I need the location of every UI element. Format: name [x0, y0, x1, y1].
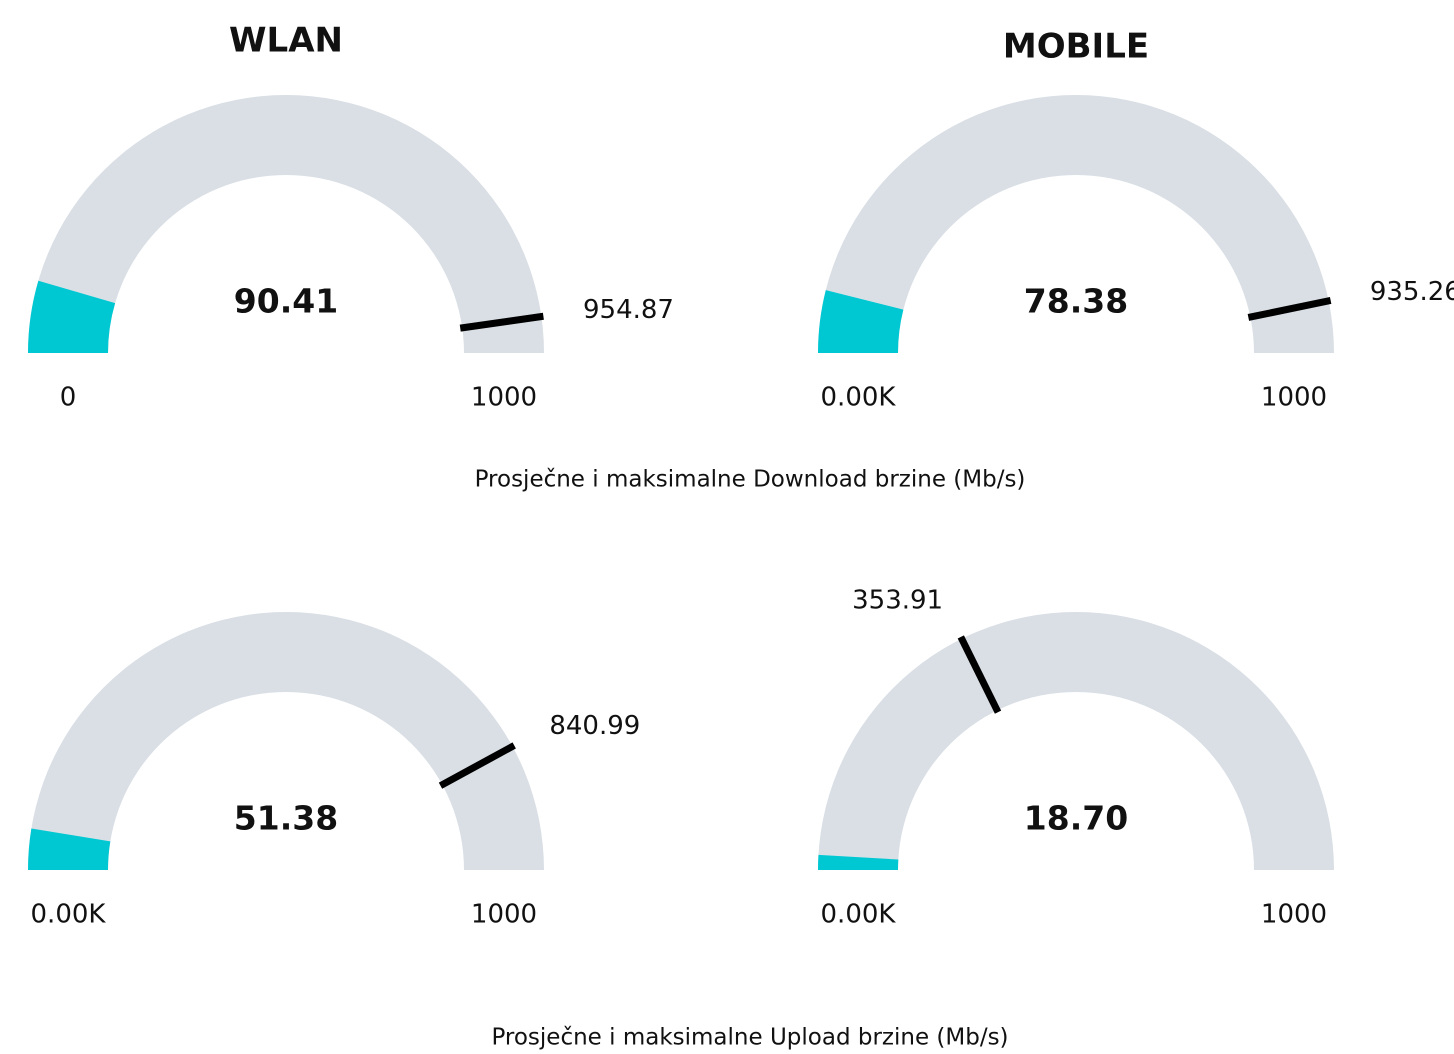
- min-label: 0.00K: [31, 900, 107, 930]
- value-label: 18.70: [1024, 799, 1128, 838]
- caption: Prosječne i maksimalne Download brzine (…: [475, 467, 1026, 493]
- gauge-track: [28, 612, 544, 870]
- gauge-value: [28, 828, 111, 870]
- gauge-value: [818, 290, 904, 353]
- gauge-track: [28, 95, 544, 353]
- min-label: 0.00K: [821, 383, 897, 413]
- value-label: 51.38: [234, 799, 338, 838]
- gauge-marker: [1247, 297, 1332, 321]
- max-label: 1000: [1261, 900, 1327, 930]
- marker-label: 353.91: [852, 586, 943, 616]
- gauge-value: [818, 854, 899, 870]
- max-label: 1000: [1261, 383, 1327, 413]
- max-label: 1000: [471, 383, 537, 413]
- marker-label: 954.87: [583, 295, 674, 325]
- gauge-marker: [459, 312, 544, 332]
- value-label: 78.38: [1024, 282, 1128, 321]
- max-label: 1000: [471, 900, 537, 930]
- gauge-title: WLAN: [229, 21, 343, 61]
- value-label: 90.41: [234, 282, 338, 321]
- caption: Prosječne i maksimalne Upload brzine (Mb…: [491, 1025, 1008, 1051]
- gauge-value: [28, 280, 116, 353]
- min-label: 0: [60, 383, 77, 413]
- gauge-marker: [438, 742, 516, 789]
- marker-label: 935.26: [1370, 277, 1454, 307]
- gauge-track: [818, 95, 1334, 353]
- marker-label: 840.99: [549, 711, 640, 741]
- gauge-marker: [957, 635, 1002, 714]
- min-label: 0.00K: [821, 900, 897, 930]
- gauge-track: [818, 612, 1334, 870]
- gauge-title: MOBILE: [1003, 27, 1149, 67]
